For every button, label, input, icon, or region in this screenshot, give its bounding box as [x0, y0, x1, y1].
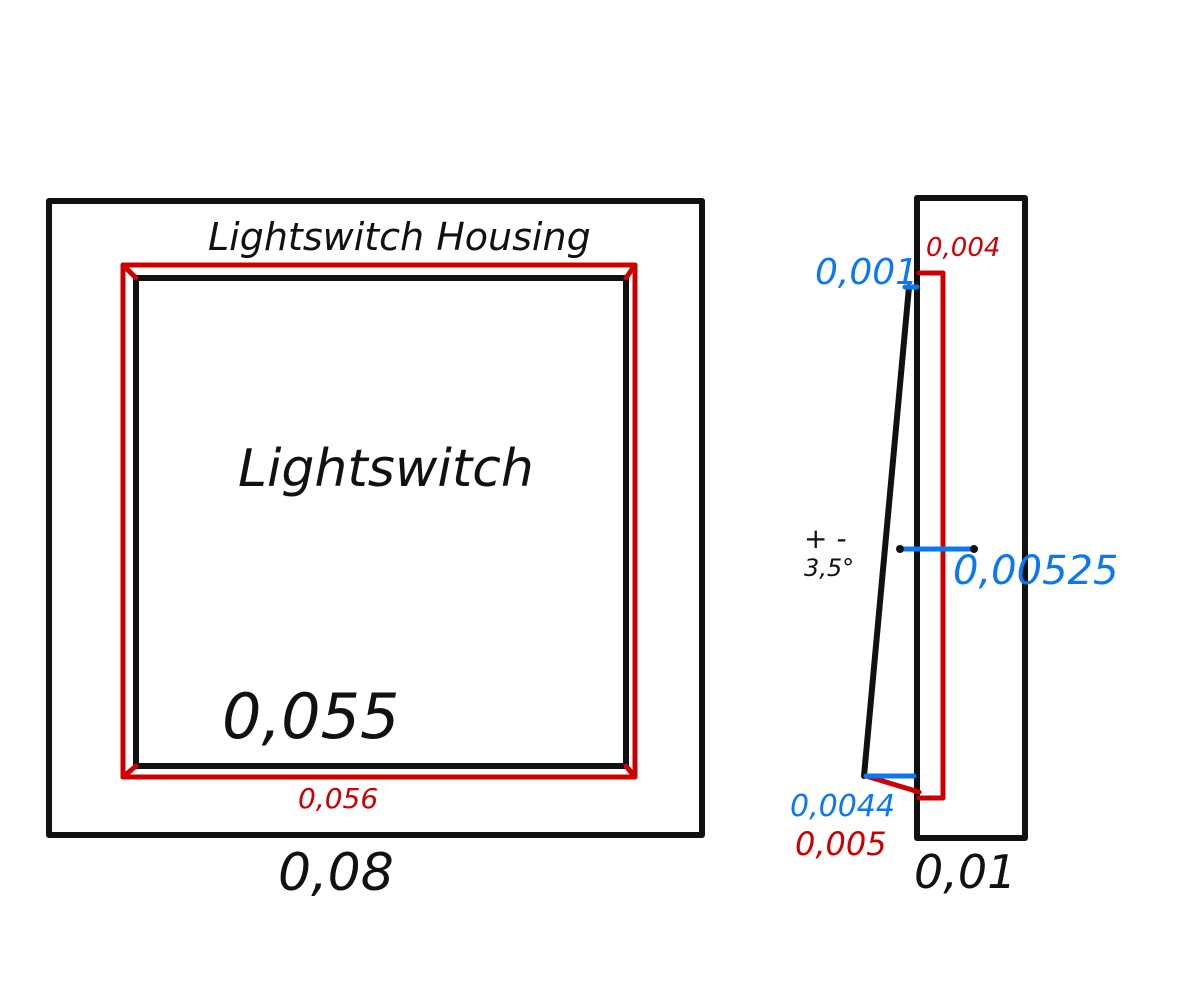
red-frame-width-label: 0,056 — [298, 782, 378, 815]
side-tilted-switch-line — [861, 284, 912, 779]
side-red-bottom-label: 0,005 — [795, 825, 887, 863]
pivot-dot-right — [970, 545, 978, 553]
housing-title: Lightswitch Housing — [208, 215, 591, 259]
lightswitch-label: Lightswitch — [238, 439, 534, 499]
corner-line-bl — [120, 763, 139, 780]
front-view: Lightswitch Housing Lightswitch 0,055 0,… — [46, 198, 705, 903]
housing-outer-outline — [46, 198, 705, 838]
switch-width-label: 0,055 — [222, 680, 400, 753]
lightswitch-outline — [133, 275, 629, 769]
side-blue-top-label: 0,001 — [815, 252, 918, 293]
tilt-symbol-label: + - — [804, 522, 846, 555]
outer-width-label: 0,08 — [278, 843, 394, 903]
side-housing-outline — [914, 195, 1028, 841]
corner-line-br — [623, 763, 638, 780]
side-red-top-label: 0,004 — [926, 233, 1000, 263]
red-frame-outline — [120, 262, 638, 780]
tilt-angle-label: 3,5° — [804, 554, 854, 582]
corner-line-tr — [623, 262, 638, 281]
side-blue-bottom-label: 0,0044 — [790, 789, 895, 824]
side-red-plate — [916, 270, 946, 801]
side-blue-middle-label: 0,00525 — [953, 548, 1118, 594]
side-depth-label: 0,01 — [914, 845, 1016, 899]
pivot-dot-left — [896, 545, 904, 553]
side-view: 0,004 0,001 + - 3,5° 0,00525 0,0044 0,00… — [790, 195, 1118, 899]
side-red-bottom-edge — [863, 773, 922, 795]
corner-line-tl — [120, 262, 139, 281]
